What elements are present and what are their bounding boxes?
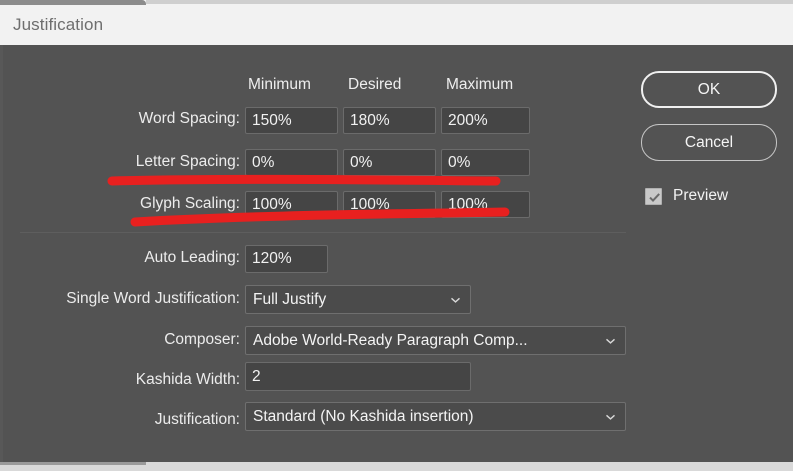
label-word-spacing: Word Spacing: [138, 110, 240, 127]
select-single-word-justification[interactable]: Full Justify [245, 285, 471, 314]
input-glyph-scaling-maximum-value: 100% [448, 195, 488, 213]
input-letter-spacing-maximum[interactable]: 0% [441, 149, 530, 176]
input-auto-leading-value: 120% [252, 250, 292, 267]
select-composer-value: Adobe World-Ready Paragraph Comp... [253, 331, 528, 349]
column-header-desired: Desired [348, 76, 402, 93]
preview-label: Preview [673, 187, 729, 204]
bottom-strip-left [0, 462, 146, 465]
select-justification-value: Standard (No Kashida insertion) [253, 407, 474, 425]
input-letter-spacing-desired-value: 0% [350, 153, 373, 171]
input-word-spacing-maximum[interactable]: 200% [441, 107, 530, 134]
tab-strip-remainder [146, 0, 793, 4]
input-kashida-width[interactable]: 2 [245, 362, 471, 391]
input-auto-leading[interactable]: 120% [245, 245, 328, 273]
input-letter-spacing-desired[interactable]: 0% [343, 149, 436, 176]
input-kashida-width-value: 2 [252, 367, 261, 385]
label-composer: Composer: [164, 331, 240, 348]
chevron-down-icon [605, 411, 616, 422]
select-justification[interactable]: Standard (No Kashida insertion) [245, 402, 626, 431]
chevron-down-icon [605, 335, 616, 346]
input-letter-spacing-minimum-value: 0% [252, 153, 275, 171]
active-tab[interactable] [0, 0, 146, 5]
input-word-spacing-desired-value: 180% [350, 111, 390, 129]
section-divider [20, 232, 626, 233]
label-kashida-width: Kashida Width: [135, 371, 240, 388]
chevron-down-icon [450, 294, 461, 305]
select-single-word-justification-value: Full Justify [253, 290, 327, 308]
input-letter-spacing-maximum-value: 0% [448, 153, 471, 171]
ok-button[interactable]: OK [641, 71, 777, 108]
label-single-word-justification: Single Word Justification: [66, 290, 240, 307]
tab-strip [0, 0, 793, 5]
input-word-spacing-desired[interactable]: 180% [343, 107, 436, 134]
input-glyph-scaling-desired[interactable]: 100% [343, 191, 436, 218]
checkmark-icon [649, 192, 660, 202]
input-glyph-scaling-desired-value: 100% [350, 195, 390, 213]
preview-checkbox[interactable] [645, 187, 662, 205]
dialog-left-edge [0, 45, 3, 462]
cancel-button[interactable]: Cancel [641, 124, 777, 161]
input-word-spacing-minimum[interactable]: 150% [245, 107, 338, 134]
select-composer[interactable]: Adobe World-Ready Paragraph Comp... [245, 326, 626, 355]
preview-checkbox-row[interactable]: Preview [645, 187, 728, 205]
bottom-strip [0, 462, 793, 471]
column-header-minimum: Minimum [248, 76, 311, 93]
input-glyph-scaling-minimum-value: 100% [252, 195, 292, 213]
title-bar: Justification [0, 5, 793, 45]
window-title: Justification [13, 15, 104, 34]
input-word-spacing-maximum-value: 200% [448, 111, 488, 129]
label-glyph-scaling: Glyph Scaling: [140, 195, 240, 212]
label-letter-spacing: Letter Spacing: [135, 153, 240, 170]
column-header-maximum: Maximum [446, 76, 514, 93]
input-glyph-scaling-minimum[interactable]: 100% [245, 191, 338, 218]
input-word-spacing-minimum-value: 150% [252, 111, 292, 129]
input-glyph-scaling-maximum[interactable]: 100% [441, 191, 530, 218]
label-justification: Justification: [154, 411, 240, 428]
input-letter-spacing-minimum[interactable]: 0% [245, 149, 338, 176]
label-auto-leading: Auto Leading: [144, 249, 240, 266]
